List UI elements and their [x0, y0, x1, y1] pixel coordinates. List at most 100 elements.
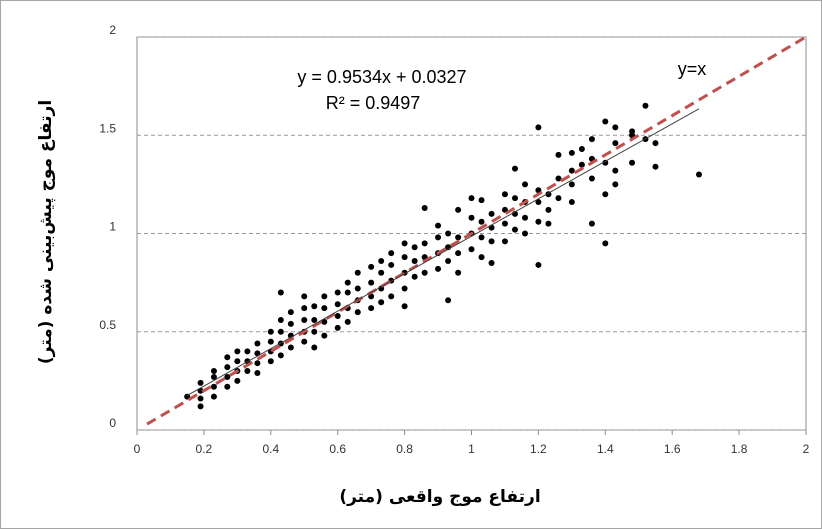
point [411, 273, 418, 280]
point [468, 195, 475, 202]
point [511, 195, 518, 202]
point [511, 165, 518, 172]
point [344, 279, 351, 286]
point [435, 265, 442, 272]
point [522, 181, 529, 188]
point [478, 218, 485, 225]
point [568, 167, 575, 174]
point [287, 344, 294, 351]
point [388, 261, 395, 268]
point [197, 395, 204, 402]
point [287, 320, 294, 327]
point [277, 316, 284, 323]
point [354, 269, 361, 276]
x-tick-label: 0.2 [196, 442, 213, 456]
point [368, 305, 375, 312]
point [535, 261, 542, 268]
point [378, 299, 385, 306]
point [568, 199, 575, 206]
point [578, 161, 585, 168]
point [535, 124, 542, 131]
point [568, 149, 575, 156]
point [455, 269, 462, 276]
point [301, 316, 308, 323]
point [629, 159, 636, 166]
point [334, 289, 341, 296]
point [334, 313, 341, 320]
point [254, 360, 261, 367]
y-axis-title: ارتفاع موج پیش‌بینی شده (متر) [36, 100, 56, 364]
point [522, 214, 529, 221]
point [354, 285, 361, 292]
x-tick-label: 0.6 [329, 442, 346, 456]
point [478, 234, 485, 241]
point [287, 309, 294, 316]
x-axis-title: ارتفاع موج واقعی (متر) [339, 487, 540, 507]
point [244, 348, 251, 355]
point [197, 403, 204, 410]
point [568, 181, 575, 188]
point [301, 305, 308, 312]
point [612, 124, 619, 131]
point [301, 293, 308, 300]
point [602, 191, 609, 198]
x-tick-label: 1.6 [664, 442, 681, 456]
point [652, 140, 659, 147]
x-tick-label: 1.8 [731, 442, 748, 456]
point [421, 204, 428, 211]
point [210, 373, 217, 380]
point [602, 118, 609, 125]
point [254, 370, 261, 377]
x-tick-label: 0.4 [262, 442, 279, 456]
point [321, 305, 328, 312]
point [468, 214, 475, 221]
point [421, 269, 428, 276]
x-tick-label: 2 [803, 442, 810, 456]
point [511, 226, 518, 233]
x-tick-label: 0.8 [396, 442, 413, 456]
point [368, 263, 375, 270]
point [555, 175, 562, 182]
point [267, 358, 274, 365]
point [642, 102, 649, 109]
point [545, 206, 552, 213]
point [267, 328, 274, 335]
point [455, 250, 462, 257]
point [652, 163, 659, 170]
point [224, 373, 231, 380]
point [210, 383, 217, 390]
point [445, 258, 452, 265]
point [602, 240, 609, 247]
point [378, 258, 385, 265]
x-tick-label: 1.2 [530, 442, 547, 456]
point [334, 324, 341, 331]
point [501, 191, 508, 198]
point [234, 348, 241, 355]
point [224, 364, 231, 371]
point [478, 254, 485, 261]
point [535, 218, 542, 225]
point [578, 146, 585, 153]
point [254, 340, 261, 347]
point [455, 206, 462, 213]
point [388, 293, 395, 300]
point [210, 393, 217, 400]
point [445, 230, 452, 237]
point [334, 301, 341, 308]
point [311, 344, 318, 351]
point [421, 240, 428, 247]
point [501, 238, 508, 245]
point [244, 368, 251, 375]
point [197, 379, 204, 386]
point [401, 240, 408, 247]
point [501, 220, 508, 227]
point [695, 171, 702, 178]
point [311, 328, 318, 335]
point [210, 368, 217, 375]
point [267, 338, 274, 345]
point [388, 250, 395, 257]
point [234, 377, 241, 384]
point [445, 297, 452, 304]
y-tick-label: 0 [109, 416, 116, 430]
